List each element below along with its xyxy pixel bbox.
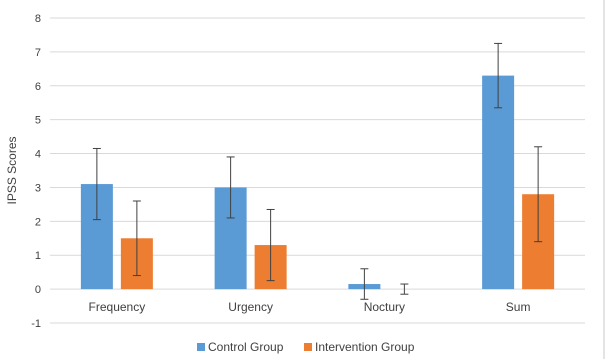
legend-label: Intervention Group: [315, 340, 415, 354]
error-bars: [92, 42, 543, 300]
y-tick-label: 5: [35, 115, 41, 127]
legend-label: Control Group: [208, 340, 284, 354]
y-axis-title: IPSS Scores: [5, 136, 19, 204]
y-tick-label: 8: [35, 13, 41, 25]
legend: Control Group Intervention Group: [197, 340, 415, 354]
bars: [80, 75, 555, 290]
y-tick-label: 7: [35, 47, 41, 59]
legend-swatch: [304, 343, 312, 351]
y-tick-label: 4: [35, 149, 41, 161]
x-category-label: Urgency: [228, 300, 273, 314]
y-tick-label: -1: [31, 318, 41, 330]
y-tick-label: 1: [35, 250, 41, 262]
bar-control-sum: [482, 75, 515, 290]
x-category-label: Frequency: [89, 300, 146, 314]
x-category-label: Noctury: [364, 300, 405, 314]
legend-swatch: [197, 343, 205, 351]
x-axis-categories: Frequency Urgency Noctury Sum: [89, 300, 531, 314]
x-category-label: Sum: [506, 300, 531, 314]
y-tick-label: 0: [35, 284, 41, 296]
y-axis-ticks: -1 0 1 2 3 4 5 6 7 8: [31, 13, 41, 330]
y-tick-label: 2: [35, 216, 41, 228]
y-tick-label: 3: [35, 182, 41, 194]
y-tick-label: 6: [35, 81, 41, 93]
